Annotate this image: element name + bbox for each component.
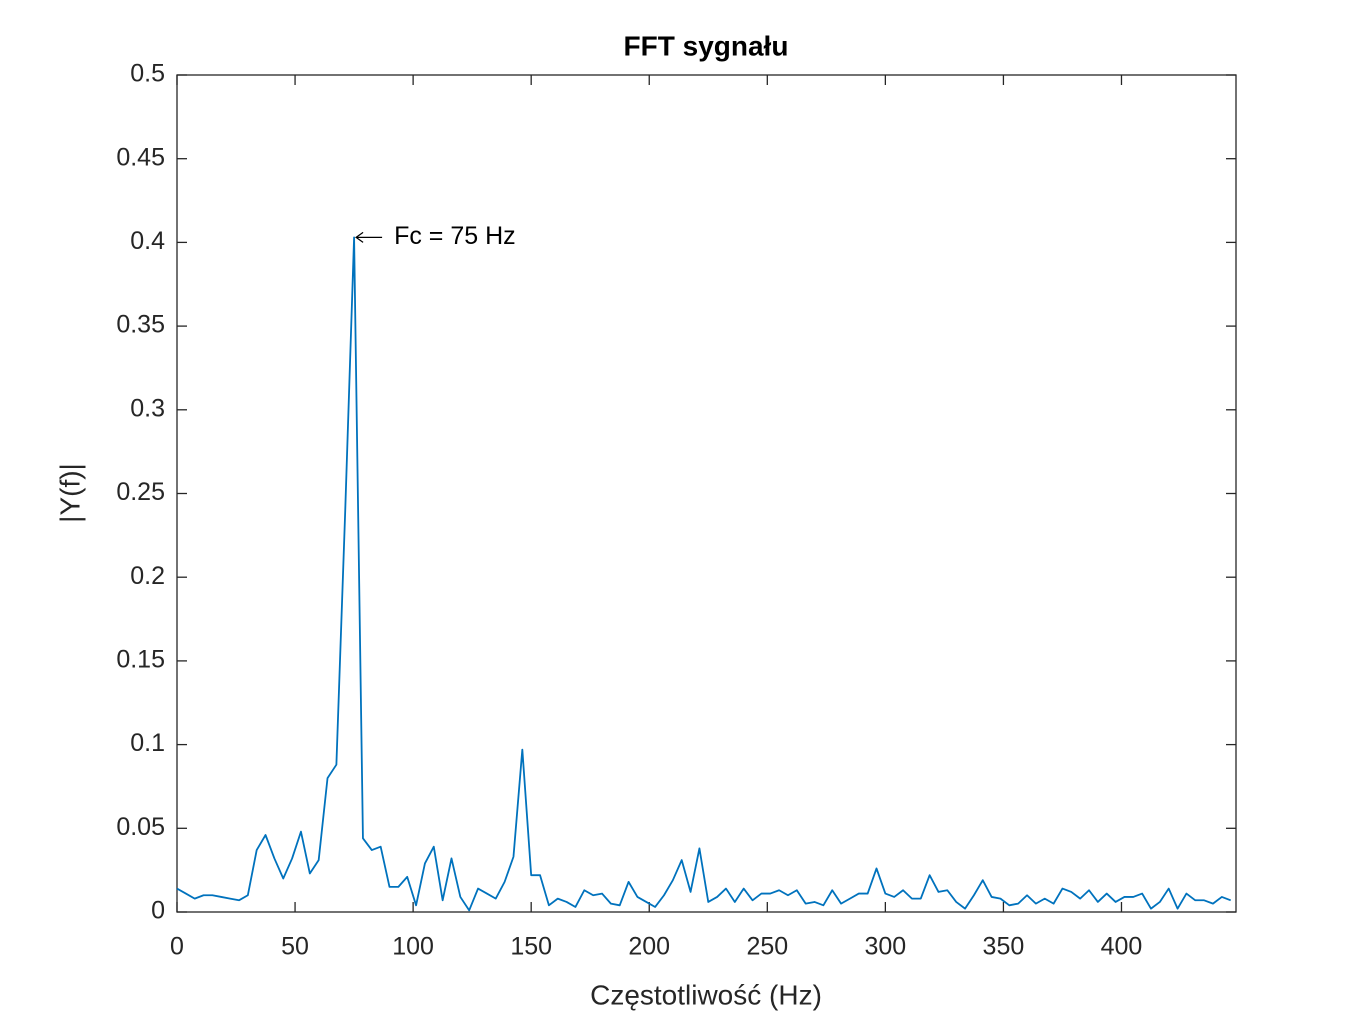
x-tick-label: 300 (865, 933, 907, 961)
y-tick-label: 0.15 (116, 646, 165, 674)
y-tick-label: 0 (151, 897, 165, 925)
x-axis-label: Częstotliwość (Hz) (590, 979, 822, 1010)
y-tick-label: 0.35 (116, 311, 165, 339)
y-tick-label: 0.2 (130, 562, 165, 590)
line (176, 236, 1232, 912)
x-tick-label: 400 (1101, 933, 1143, 961)
x-tick-label: 250 (746, 933, 788, 961)
y-tick-label: 0.45 (116, 143, 165, 171)
y-axis-label: |Y(f)| (54, 463, 85, 523)
y-tick-label: 0.05 (116, 813, 165, 841)
y-tick-label: 0.3 (130, 394, 165, 422)
x-tick-label: 50 (281, 933, 309, 961)
y-tick-label: 0.5 (130, 60, 165, 88)
x-tick-label: 350 (983, 933, 1025, 961)
x-tick-label: 100 (392, 933, 434, 961)
annotation-text: Fc = 75 Hz (394, 222, 516, 250)
x-tick-label: 200 (628, 933, 670, 961)
annotation-arrow (355, 231, 383, 243)
x-tick-label: 150 (510, 933, 552, 961)
y-tick-label: 0.25 (116, 478, 165, 506)
y-tick-label: 0.1 (130, 729, 165, 757)
chart-title: FFT sygnału (624, 30, 789, 61)
y-tick-label: 0.4 (130, 227, 165, 255)
x-tick-label: 0 (170, 933, 184, 961)
